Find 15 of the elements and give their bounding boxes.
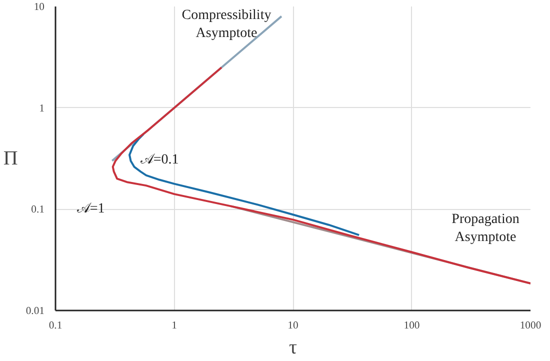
x-tick-label: 100 (404, 320, 420, 332)
x-tick-label: 0.1 (48, 320, 62, 332)
series-label: 𝒜=1 (76, 201, 105, 216)
x-tick-label: 10 (288, 320, 298, 332)
x-tick-label: 1000 (520, 320, 542, 332)
series-label: Propagation Asymptote (452, 212, 520, 245)
series-label: 𝒜=0.1 (140, 152, 179, 168)
series-label: Compressibility Asymptote (182, 8, 272, 41)
x-axis-title: τ (288, 336, 298, 358)
x-tick-label: 1 (172, 320, 177, 332)
y-tick-label: 1 (39, 103, 44, 114)
y-axis-title: Π (3, 148, 18, 170)
y-tick-label: 0.1 (31, 204, 45, 216)
y-tick-label: 10 (34, 2, 44, 13)
y-tick-label: 0.01 (26, 306, 45, 317)
